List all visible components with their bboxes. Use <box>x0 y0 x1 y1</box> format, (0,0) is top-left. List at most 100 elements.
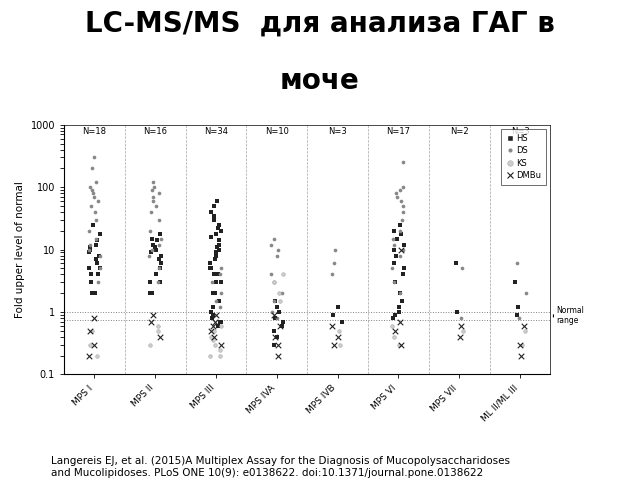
Text: N=16: N=16 <box>143 127 167 136</box>
Point <box>207 322 218 330</box>
Point <box>93 271 104 278</box>
Point <box>85 183 95 191</box>
Point <box>212 197 223 205</box>
Point <box>457 264 467 272</box>
Point <box>87 327 97 335</box>
Point <box>395 252 405 260</box>
Point <box>270 333 280 341</box>
Point <box>399 264 409 272</box>
Point <box>147 246 157 253</box>
Point <box>95 264 105 272</box>
Point <box>145 278 156 286</box>
Point <box>88 190 98 197</box>
Point <box>90 208 100 216</box>
Point <box>269 235 279 242</box>
Point <box>394 341 404 348</box>
Point <box>518 322 529 330</box>
Point <box>396 197 406 205</box>
Point <box>333 327 344 335</box>
Point <box>388 314 399 322</box>
Point <box>395 318 405 325</box>
Point <box>269 297 280 305</box>
Text: N=34: N=34 <box>204 127 228 136</box>
Point <box>215 352 225 360</box>
Point <box>520 289 531 297</box>
Point <box>389 333 399 341</box>
Point <box>516 352 526 360</box>
Point <box>145 318 156 325</box>
Point <box>333 303 343 311</box>
Point <box>216 264 226 272</box>
Text: N=3: N=3 <box>328 127 347 136</box>
Point <box>89 341 99 348</box>
Point <box>396 289 406 297</box>
Point <box>156 252 166 260</box>
Point <box>395 186 405 194</box>
Point <box>85 278 95 286</box>
Point <box>387 264 397 272</box>
Point <box>211 230 221 238</box>
Point <box>205 352 215 360</box>
Text: LC-MS/MS  для анализа ГАГ в: LC-MS/MS для анализа ГАГ в <box>85 10 555 37</box>
Point <box>395 227 405 235</box>
Point <box>214 237 224 244</box>
Point <box>147 197 157 205</box>
Point <box>389 246 399 253</box>
Point <box>95 230 105 238</box>
Point <box>327 271 337 278</box>
Point <box>85 278 95 286</box>
Text: N=2: N=2 <box>450 127 468 136</box>
Point <box>216 278 226 286</box>
Point <box>145 289 155 297</box>
Point <box>154 216 164 224</box>
Point <box>269 341 280 348</box>
Point <box>89 193 99 201</box>
Point <box>148 311 159 319</box>
Point <box>513 314 524 322</box>
Point <box>397 216 407 224</box>
Point <box>392 193 402 201</box>
Point <box>156 235 166 242</box>
Point <box>396 341 406 348</box>
Point <box>154 190 164 197</box>
Point <box>395 221 405 228</box>
Point <box>390 278 401 286</box>
Point <box>154 333 164 341</box>
Point <box>391 190 401 197</box>
Point <box>275 322 285 330</box>
Point <box>330 246 340 253</box>
Point <box>206 333 216 341</box>
Point <box>398 202 408 210</box>
Point <box>216 227 226 235</box>
Point <box>152 278 163 286</box>
Text: N=3: N=3 <box>511 127 529 136</box>
Point <box>389 241 399 249</box>
Point <box>398 183 408 191</box>
Point <box>398 246 408 253</box>
Point <box>210 318 220 325</box>
Point <box>205 260 215 267</box>
Point <box>208 289 218 297</box>
Text: N=17: N=17 <box>387 127 410 136</box>
Point <box>211 297 221 305</box>
Point <box>85 246 95 253</box>
Text: N=18: N=18 <box>83 127 106 136</box>
Point <box>154 327 164 335</box>
Point <box>394 303 404 311</box>
Point <box>92 237 102 244</box>
Point <box>389 227 399 235</box>
Point <box>154 264 164 272</box>
Point <box>211 252 221 260</box>
Point <box>156 278 166 286</box>
Point <box>90 255 100 263</box>
Point <box>150 202 161 210</box>
Point <box>396 289 406 297</box>
Point <box>207 336 218 344</box>
Point <box>214 318 225 325</box>
Point <box>147 235 157 242</box>
Point <box>273 341 284 348</box>
Point <box>271 314 282 322</box>
Point <box>516 341 527 348</box>
Point <box>151 271 161 278</box>
Point <box>212 322 223 330</box>
